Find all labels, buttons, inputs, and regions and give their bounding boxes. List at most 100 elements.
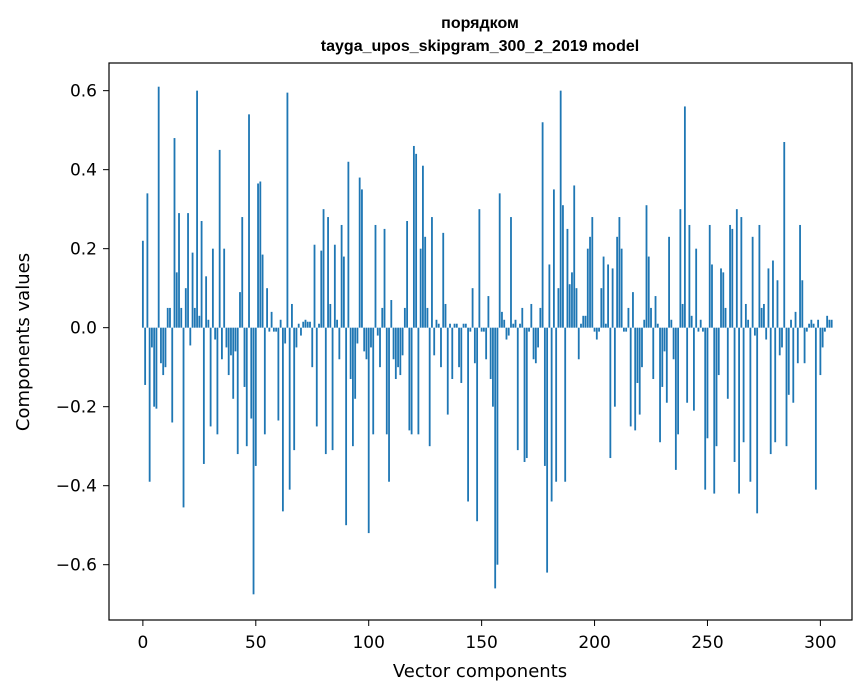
bar-component-241 xyxy=(686,327,689,403)
bar-component-246 xyxy=(697,327,700,332)
bar-component-26 xyxy=(200,221,203,328)
bar-component-248 xyxy=(702,327,704,332)
bar-component-101 xyxy=(370,327,372,348)
bar-component-103 xyxy=(374,224,377,328)
bar-component-81 xyxy=(324,327,327,455)
bar-component-238 xyxy=(679,209,682,328)
bar-component-272 xyxy=(756,327,759,514)
bar-component-79 xyxy=(320,250,323,328)
bar-component-182 xyxy=(552,189,555,328)
bar-component-89 xyxy=(342,256,345,328)
bar-component-235 xyxy=(672,327,675,360)
bar-component-114 xyxy=(399,327,402,376)
bar-component-129 xyxy=(433,327,436,356)
bar-component-60 xyxy=(277,327,280,421)
bar-component-237 xyxy=(677,327,680,435)
bar-component-161 xyxy=(505,327,508,340)
bar-component-261 xyxy=(731,228,734,328)
bar-component-152 xyxy=(485,327,488,360)
bar-component-218 xyxy=(634,327,637,431)
bar-component-173 xyxy=(532,327,535,360)
bar-component-214 xyxy=(625,327,628,332)
bar-component-5 xyxy=(153,327,156,407)
bar-component-136 xyxy=(449,323,451,328)
bar-component-56 xyxy=(268,327,271,332)
bar-component-251 xyxy=(708,224,711,328)
bar-component-195 xyxy=(582,315,585,328)
bar-component-291 xyxy=(799,224,801,328)
bar-component-162 xyxy=(507,327,510,336)
bar-component-2 xyxy=(146,193,149,328)
bar-component-122 xyxy=(417,327,420,435)
bar-component-144 xyxy=(467,327,469,502)
bar-component-23 xyxy=(193,307,196,328)
bar-component-137 xyxy=(451,327,454,380)
bar-component-295 xyxy=(808,323,810,328)
x-tick-label: 300 xyxy=(804,633,836,653)
chart-title-line2: tayga_upos_skipgram_300_2_2019 model xyxy=(321,38,639,55)
bar-component-170 xyxy=(525,327,528,459)
bar-component-259 xyxy=(726,327,729,399)
bar-component-190 xyxy=(571,272,573,328)
bar-component-300 xyxy=(819,327,822,376)
bar-component-289 xyxy=(794,311,797,328)
bar-component-94 xyxy=(354,327,357,399)
bar-component-90 xyxy=(345,327,348,526)
bar-component-254 xyxy=(715,327,718,447)
bar-component-10 xyxy=(164,327,167,368)
bar-component-234 xyxy=(670,319,673,328)
bar-component-118 xyxy=(408,327,411,431)
bar-component-229 xyxy=(659,327,661,443)
x-tick-label: 250 xyxy=(691,633,723,653)
bar-component-64 xyxy=(286,92,289,328)
bar-component-198 xyxy=(589,236,591,328)
bar-component-9 xyxy=(162,327,165,376)
bar-component-267 xyxy=(744,303,747,328)
bar-component-44 xyxy=(241,217,244,328)
bar-component-151 xyxy=(482,327,485,332)
bar-component-200 xyxy=(593,327,596,332)
bar-component-33 xyxy=(216,327,219,435)
bar-component-193 xyxy=(577,327,580,360)
bar-component-199 xyxy=(591,217,594,328)
bar-component-207 xyxy=(609,327,612,459)
bar-component-225 xyxy=(650,307,652,328)
y-tick-label: 0.4 xyxy=(70,161,97,181)
bar-component-116 xyxy=(403,307,406,328)
bar-component-239 xyxy=(681,303,684,328)
bar-component-156 xyxy=(494,327,497,589)
bar-component-305 xyxy=(830,319,833,328)
bar-component-196 xyxy=(584,315,587,328)
bar-component-8 xyxy=(160,327,162,364)
x-axis-ticks: 0 50 100 150 200 250 300 xyxy=(137,620,837,653)
bar-component-274 xyxy=(760,307,763,328)
bar-component-0 xyxy=(141,240,144,328)
y-tick-label: −0.4 xyxy=(56,477,97,497)
bar-component-25 xyxy=(198,315,201,328)
bar-component-247 xyxy=(699,319,702,328)
bar-component-255 xyxy=(717,327,720,376)
bar-component-115 xyxy=(401,327,404,356)
bar-component-194 xyxy=(580,323,582,328)
bar-component-174 xyxy=(534,327,537,364)
bar-component-85 xyxy=(333,244,336,328)
bar-component-73 xyxy=(306,321,309,328)
bar-component-226 xyxy=(652,327,655,380)
bar-component-149 xyxy=(478,209,481,328)
bar-component-290 xyxy=(796,327,799,364)
bar-component-46 xyxy=(245,327,248,447)
bar-component-217 xyxy=(632,292,634,328)
x-tick-label: 0 xyxy=(137,633,148,653)
bar-component-303 xyxy=(826,315,829,328)
bar-component-35 xyxy=(221,327,223,360)
bar-component-30 xyxy=(209,327,212,427)
bar-component-243 xyxy=(690,315,693,328)
bar-component-49 xyxy=(252,327,255,595)
bar-component-54 xyxy=(263,327,266,435)
bar-component-18 xyxy=(182,327,185,508)
bar-component-70 xyxy=(300,327,302,336)
bar-component-258 xyxy=(724,307,727,328)
bar-component-163 xyxy=(510,217,512,328)
bar-component-76 xyxy=(313,244,316,328)
bar-component-138 xyxy=(453,323,456,328)
